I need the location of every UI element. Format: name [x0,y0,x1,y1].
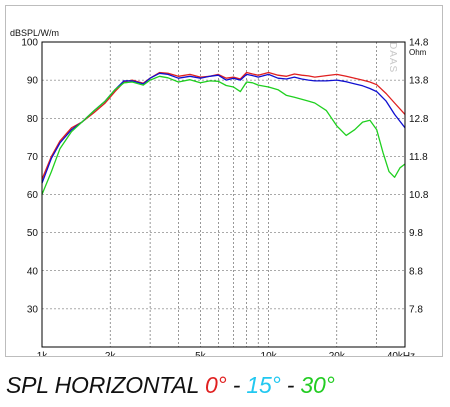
y-axis-label: dBSPL/W/m [10,28,59,38]
y2-tick-label-1: 13.8 [409,76,429,87]
watermark-text: DAAS [387,42,398,73]
series-line-0 [41,71,406,180]
x-tick-label-2: 5k [195,351,207,356]
y2-tick-label-6: 8.8 [409,266,423,277]
y-tick-label-7: 30 [27,304,39,315]
series-line-1 [41,72,406,184]
y-tick-label-4: 60 [27,190,39,201]
y-tick-label-5: 50 [27,228,39,239]
x-tick-label-4: 20k [329,351,346,356]
x-tick-label-1: 2k [105,351,117,356]
caption-0-degrees: 0° [204,372,227,398]
y-tick-label-1: 90 [27,76,39,87]
caption-separator-1: - [226,372,247,398]
x-tick-label-5: 40kHz [387,351,415,356]
y-tick-label-3: 70 [27,152,39,163]
y2-tick-label-5: 9.8 [409,228,423,239]
chart-frame: dBSPL/W/m Ohm DAAS 100 90 80 70 60 50 40 30 14.8… [5,5,443,362]
caption-prefix: SPL HORIZONTAL [6,372,205,398]
y2-tick-label-0: 14.8 [409,38,429,49]
y2-tick-label-2: 12.8 [409,114,429,125]
caption-15-degrees: 15° [246,372,281,398]
y-tick-label-2: 80 [27,114,39,125]
y-tick-label-6: 40 [27,266,39,277]
grid [42,42,405,347]
chart-caption: SPL HORIZONTAL 0° - 15° - 30° [6,372,335,399]
y2-tick-label-4: 10.8 [409,190,429,201]
x-tick-label-0: 1k [37,351,49,356]
x-tick-label-3: 10k [261,351,278,356]
caption-separator-2: - [280,372,301,398]
y2-tick-label-3: 11.8 [409,152,428,163]
series-line-2 [41,75,406,195]
spl-chart: dBSPL/W/m Ohm DAAS 100 90 80 70 60 50 40 30 14.8… [10,28,429,362]
y2-tick-label-7: 7.8 [409,304,423,315]
y-tick-label-0: 100 [21,38,38,49]
caption-30-degrees: 30° [300,372,335,398]
series-group [41,71,406,195]
y2-axis-label: Ohm [409,48,427,57]
plot-area-border [41,41,406,348]
